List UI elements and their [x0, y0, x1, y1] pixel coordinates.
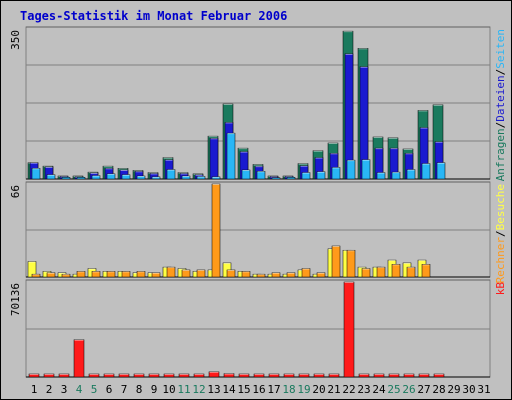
x-tick-label-day-21: 21 [327, 383, 340, 396]
legend-entry-hits-3: / [494, 69, 507, 76]
bar-besuche-day-25 [392, 264, 400, 277]
bar-seiten-day-14 [227, 133, 235, 179]
bar-seiten-day-15 [242, 170, 250, 179]
legend-entry-hits-0: Anfragen [494, 128, 507, 181]
x-tick-label-day-7: 7 [121, 383, 128, 396]
x-tick-label-day-12: 12 [192, 383, 205, 396]
legend-kb: kB [494, 282, 507, 296]
x-tick-label-day-23: 23 [357, 383, 370, 396]
x-tick-label-day-10: 10 [162, 383, 175, 396]
bar-besuche-day-26 [407, 267, 415, 277]
x-tick-label-day-19: 19 [297, 383, 310, 396]
bar-seiten-day-18 [287, 177, 295, 179]
x-tick-label-day-22: 22 [342, 383, 355, 396]
legend-entry-hits-1: / [494, 122, 507, 129]
bar-kb-day-22 [344, 282, 354, 377]
x-tick-label-day-4: 4 [76, 383, 83, 396]
bar-seiten-day-25 [392, 172, 400, 179]
bar-seiten-day-3 [62, 177, 70, 179]
x-tick-label-day-17: 17 [267, 383, 280, 396]
x-tick-label-day-9: 9 [151, 383, 158, 396]
bar-seiten-day-21 [332, 167, 340, 179]
x-tick-label-day-6: 6 [106, 383, 113, 396]
bar-seiten-day-1 [32, 168, 40, 179]
bar-dateien-day-13 [210, 138, 218, 179]
x-tick-label-day-18: 18 [282, 383, 295, 396]
legend-entry-hits-4: Seiten [494, 29, 507, 69]
bar-seiten-day-16 [257, 171, 265, 179]
legend-entry-kb-0: kB [494, 282, 507, 296]
bar-besuche-day-21 [332, 246, 340, 277]
y-max-label-kb: 70136 [9, 283, 22, 316]
x-tick-label-day-24: 24 [372, 383, 386, 396]
x-tick-label-day-3: 3 [61, 383, 68, 396]
x-tick-label-day-28: 28 [432, 383, 445, 396]
bar-besuche-day-11 [182, 270, 190, 277]
x-tick-label-day-30: 30 [462, 383, 475, 396]
bar-seiten-day-26 [407, 170, 415, 179]
x-tick-label-day-14: 14 [222, 383, 236, 396]
legend-visits: Rechner/Besuche [494, 184, 507, 283]
bar-kb-day-4 [74, 340, 84, 377]
x-tick-label-day-15: 15 [237, 383, 250, 396]
bar-seiten-day-28 [437, 163, 445, 179]
legend-hits: Anfragen/Dateien/Seiten [494, 29, 507, 181]
x-tick-label-day-8: 8 [136, 383, 143, 396]
x-tick-label-day-13: 13 [207, 383, 220, 396]
x-tick-label-day-11: 11 [177, 383, 190, 396]
bar-besuche-day-10 [167, 267, 175, 277]
x-tick-label-day-2: 2 [46, 383, 53, 396]
bar-seiten-day-20 [317, 172, 325, 179]
bar-besuche-day-23 [362, 269, 370, 277]
bar-besuche-day-22 [347, 250, 355, 277]
bar-seiten-day-23 [362, 160, 370, 179]
x-tick-label-day-20: 20 [312, 383, 325, 396]
bar-besuche-day-19 [302, 269, 310, 277]
chart-title: Tages-Statistik im Monat Februar 2006 [20, 9, 287, 23]
bar-seiten-day-10 [167, 170, 175, 179]
legend-entry-hits-2: Dateien [494, 75, 507, 121]
x-tick-label-day-29: 29 [447, 383, 460, 396]
legend-entry-visits-0: Rechner [494, 237, 507, 284]
bar-besuche-day-24 [377, 267, 385, 277]
y-max-label-hits: 350 [9, 30, 22, 50]
x-tick-label-day-31: 31 [477, 383, 490, 396]
x-tick-label-day-16: 16 [252, 383, 265, 396]
bar-seiten-day-4 [77, 177, 85, 179]
y-max-label-visits: 66 [9, 185, 22, 198]
bar-besuche-day-14 [227, 270, 235, 277]
legend-entry-visits-2: Besuche [494, 184, 507, 230]
bar-besuche-day-13 [212, 184, 220, 277]
legend-entry-visits-1: / [494, 230, 507, 237]
x-tick-label-day-1: 1 [31, 383, 38, 396]
x-tick-label-day-27: 27 [417, 383, 430, 396]
bar-besuche-day-12 [197, 270, 205, 277]
bar-seiten-day-27 [422, 164, 430, 179]
bar-seiten-day-17 [272, 178, 280, 179]
bar-seiten-day-22 [347, 160, 355, 179]
x-tick-label-day-25: 25 [387, 383, 400, 396]
x-tick-label-day-5: 5 [91, 383, 98, 396]
bar-besuche-day-27 [422, 264, 430, 277]
x-tick-label-day-26: 26 [402, 383, 415, 396]
